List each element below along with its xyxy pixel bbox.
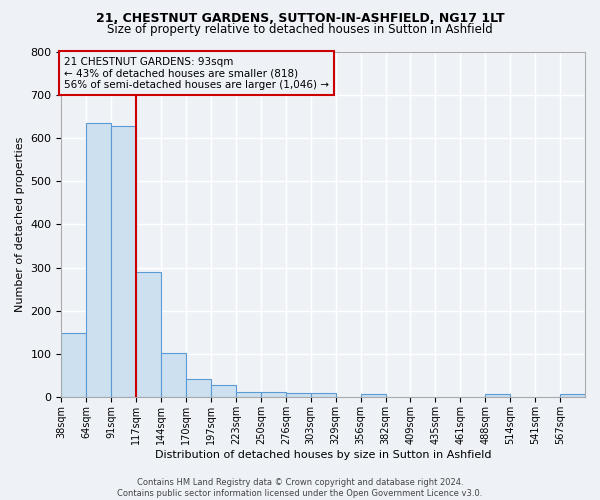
Bar [485, 394, 510, 398]
Bar [186, 380, 211, 398]
Bar [211, 385, 236, 398]
Bar [236, 392, 261, 398]
Text: Contains HM Land Registry data © Crown copyright and database right 2024.
Contai: Contains HM Land Registry data © Crown c… [118, 478, 482, 498]
Bar [560, 394, 585, 398]
Text: 21, CHESTNUT GARDENS, SUTTON-IN-ASHFIELD, NG17 1LT: 21, CHESTNUT GARDENS, SUTTON-IN-ASHFIELD… [95, 12, 505, 26]
Text: 21 CHESTNUT GARDENS: 93sqm
← 43% of detached houses are smaller (818)
56% of sem: 21 CHESTNUT GARDENS: 93sqm ← 43% of deta… [64, 56, 329, 90]
Bar [161, 353, 186, 398]
Bar [261, 392, 286, 398]
Bar [286, 392, 311, 398]
X-axis label: Distribution of detached houses by size in Sutton in Ashfield: Distribution of detached houses by size … [155, 450, 491, 460]
Bar [86, 123, 111, 398]
Text: Size of property relative to detached houses in Sutton in Ashfield: Size of property relative to detached ho… [107, 22, 493, 36]
Bar [361, 394, 386, 398]
Y-axis label: Number of detached properties: Number of detached properties [15, 137, 25, 312]
Bar [111, 126, 136, 398]
Bar [136, 272, 161, 398]
Bar [61, 332, 86, 398]
Bar [311, 392, 335, 398]
